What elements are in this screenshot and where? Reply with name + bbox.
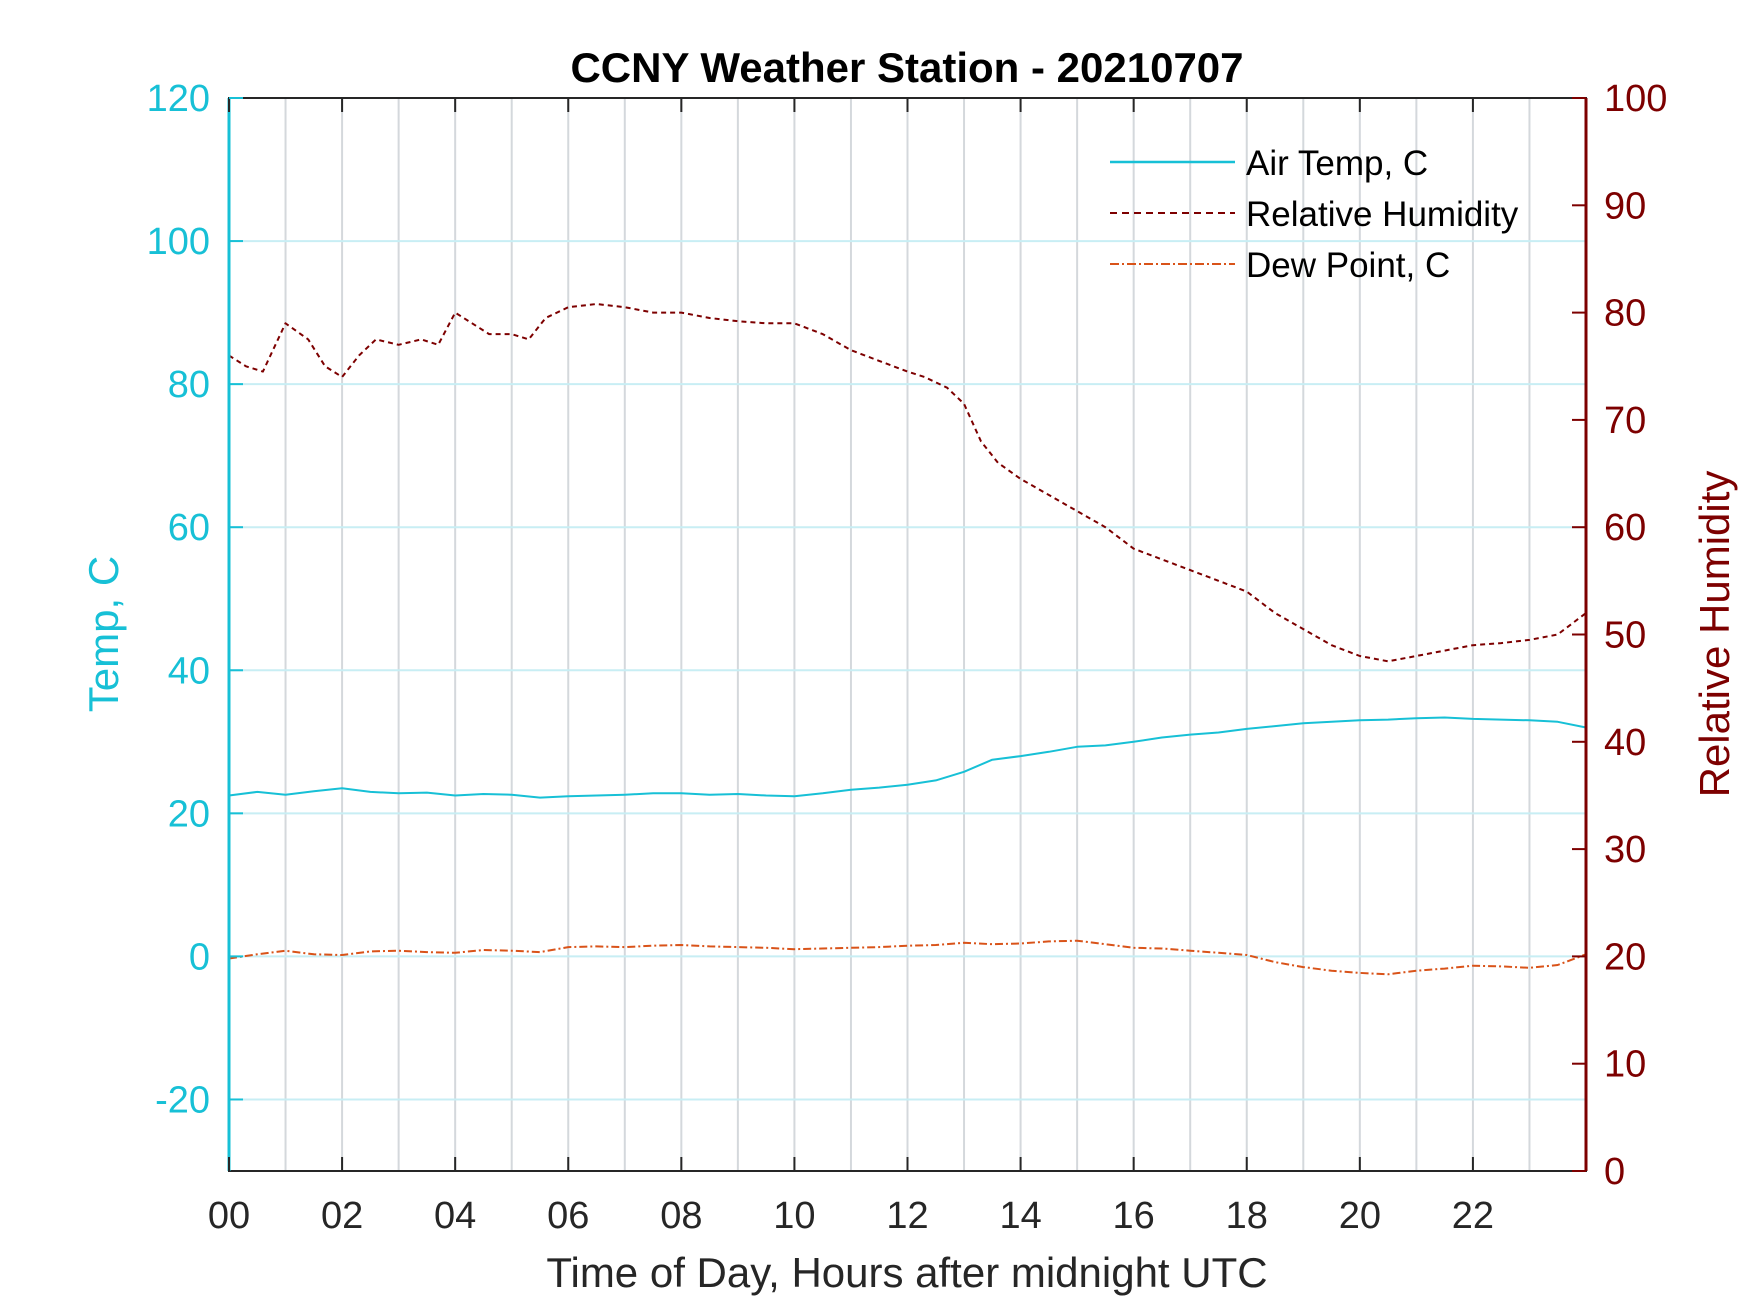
y-left-tick-label-3: 40 <box>168 650 210 692</box>
legend: Air Temp, C Relative Humidity Dew Point,… <box>1110 144 1519 285</box>
series-line-0 <box>228 716 1587 799</box>
y-left-tick-label-0: -20 <box>155 1079 210 1121</box>
grid-lines <box>229 98 1586 1171</box>
x-tick-label-8: 16 <box>1113 1195 1155 1237</box>
y-right-tick-label-3: 30 <box>1604 829 1646 871</box>
y-right-tick-label-6: 60 <box>1604 507 1646 549</box>
x-tick-label-0: 00 <box>208 1195 250 1237</box>
x-tick-label-3: 06 <box>547 1195 589 1237</box>
x-tick-label-11: 22 <box>1452 1195 1494 1237</box>
chart-title: CCNY Weather Station - 20210707 <box>570 44 1243 91</box>
y-left-tick-label-2: 20 <box>168 793 210 835</box>
y-axis-label-right: Relative Humidity <box>1691 471 1738 798</box>
legend-label-dew-point: Dew Point, C <box>1246 246 1450 285</box>
y-right-tick-label-10: 100 <box>1604 78 1667 120</box>
legend-label-air-temp: Air Temp, C <box>1246 144 1428 183</box>
legend-label-humidity: Relative Humidity <box>1246 195 1519 234</box>
x-tick-label-10: 20 <box>1339 1195 1381 1237</box>
y-right-tick-label-7: 70 <box>1604 400 1646 442</box>
y-left-tick-label-5: 80 <box>168 364 210 406</box>
x-tick-label-6: 12 <box>886 1195 928 1237</box>
y-left-tick-label-1: 0 <box>189 936 210 978</box>
x-axis-label: Time of Day, Hours after midnight UTC <box>546 1249 1267 1296</box>
x-tick-label-2: 04 <box>434 1195 476 1237</box>
x-tick-label-4: 08 <box>660 1195 702 1237</box>
y-left-tick-label-4: 60 <box>168 507 210 549</box>
y-left-tick-label-6: 100 <box>147 221 210 263</box>
y-right-tick-label-1: 10 <box>1604 1044 1646 1086</box>
y-right-tick-label-9: 90 <box>1604 185 1646 227</box>
x-tick-label-9: 18 <box>1226 1195 1268 1237</box>
y-right-tick-label-4: 40 <box>1604 722 1646 764</box>
axes: 00 02 04 06 08 10 12 14 16 18 20 22-200204060801001… <box>147 78 1668 1237</box>
y-right-tick-label-0: 0 <box>1604 1151 1625 1193</box>
x-tick-label-1: 02 <box>321 1195 363 1237</box>
y-left-tick-label-7: 120 <box>147 78 210 120</box>
x-tick-label-7: 14 <box>999 1195 1041 1237</box>
x-tick-label-5: 10 <box>773 1195 815 1237</box>
y-right-tick-label-2: 20 <box>1604 936 1646 978</box>
series-lines <box>228 303 1587 976</box>
series-line-1 <box>228 303 1587 663</box>
y-right-tick-label-5: 50 <box>1604 615 1646 657</box>
series-line-2 <box>228 939 1587 976</box>
y-axis-label-left: Temp, C <box>80 556 127 712</box>
y-right-tick-label-8: 80 <box>1604 293 1646 335</box>
